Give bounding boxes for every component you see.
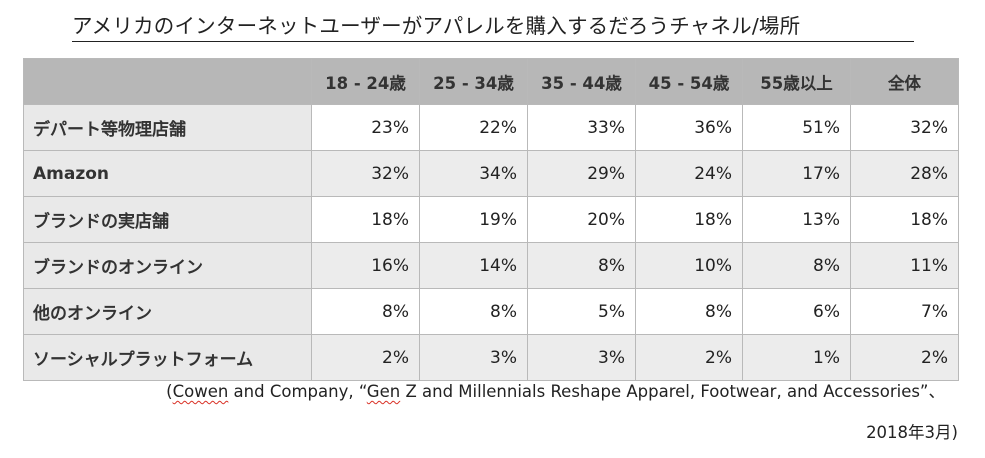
header-corner-cell [23, 58, 312, 105]
citation-text: and Company, “ [228, 382, 367, 401]
table-row: デパート等物理店舗 23% 22% 33% 36% 51% 32% [23, 104, 959, 151]
table-cell: 8% [311, 288, 420, 335]
citation-date: 2018年3月) [866, 423, 958, 442]
table-cell: 6% [742, 288, 851, 335]
table-cell: 3% [419, 334, 528, 381]
table-cell: 1% [742, 334, 851, 381]
table-cell: 24% [635, 150, 743, 197]
column-header: 18 - 24歳 [311, 58, 420, 105]
row-label: 他のオンライン [23, 288, 312, 335]
table-cell: 3% [527, 334, 636, 381]
table-cell: 11% [850, 242, 959, 289]
page-title: アメリカのインターネットユーザーがアパレルを購入するだろうチャネル/場所 [72, 12, 914, 42]
citation-open: ( [166, 382, 173, 401]
table-cell: 8% [419, 288, 528, 335]
column-header: 25 - 34歳 [419, 58, 528, 105]
table-cell: 18% [311, 196, 420, 243]
table-cell: 14% [419, 242, 528, 289]
table-cell: 22% [419, 104, 528, 151]
table-cell: 19% [419, 196, 528, 243]
column-header: 全体 [850, 58, 959, 105]
table-cell: 33% [527, 104, 636, 151]
table-row: ソーシャルプラットフォーム 2% 3% 3% 2% 1% 2% [23, 334, 959, 381]
row-label: ブランドの実店舗 [23, 196, 312, 243]
table-cell: 2% [850, 334, 959, 381]
table-cell: 16% [311, 242, 420, 289]
spellcheck-word-gen: Gen [366, 382, 401, 401]
table-cell: 8% [527, 242, 636, 289]
table-cell: 20% [527, 196, 636, 243]
data-table: 18 - 24歳 25 - 34歳 35 - 44歳 45 - 54歳 55歳以… [23, 58, 959, 381]
table-cell: 23% [311, 104, 420, 151]
table-cell: 5% [527, 288, 636, 335]
column-header: 35 - 44歳 [527, 58, 636, 105]
row-label: ソーシャルプラットフォーム [23, 334, 312, 381]
table-cell: 28% [850, 150, 959, 197]
table-row: 他のオンライン 8% 8% 5% 8% 6% 7% [23, 288, 959, 335]
table-row: ブランドの実店舗 18% 19% 20% 18% 13% 18% [23, 196, 959, 243]
column-header: 55歳以上 [742, 58, 851, 105]
table-cell: 34% [419, 150, 528, 197]
table-cell: 29% [527, 150, 636, 197]
spellcheck-word-cowen: Cowen [172, 382, 229, 401]
table-row: Amazon 32% 34% 29% 24% 17% 28% [23, 150, 959, 197]
column-header: 45 - 54歳 [635, 58, 743, 105]
source-citation: (Cowen and Company, “Gen Z and Millennia… [166, 380, 945, 404]
table-cell: 13% [742, 196, 851, 243]
table-cell: 2% [635, 334, 743, 381]
table-cell: 18% [850, 196, 959, 243]
row-label: ブランドのオンライン [23, 242, 312, 289]
table-cell: 8% [635, 288, 743, 335]
table-cell: 2% [311, 334, 420, 381]
table-cell: 8% [742, 242, 851, 289]
row-label: デパート等物理店舗 [23, 104, 312, 151]
row-label: Amazon [23, 150, 312, 197]
table-cell: 17% [742, 150, 851, 197]
table-header-row: 18 - 24歳 25 - 34歳 35 - 44歳 45 - 54歳 55歳以… [23, 58, 959, 105]
table-cell: 51% [742, 104, 851, 151]
table-cell: 7% [850, 288, 959, 335]
table-row: ブランドのオンライン 16% 14% 8% 10% 8% 11% [23, 242, 959, 289]
citation-title: Z and Millennials Reshape Apparel, Footw… [400, 382, 945, 401]
table-cell: 10% [635, 242, 743, 289]
table-cell: 32% [850, 104, 959, 151]
table-cell: 36% [635, 104, 743, 151]
table-cell: 18% [635, 196, 743, 243]
table-cell: 32% [311, 150, 420, 197]
